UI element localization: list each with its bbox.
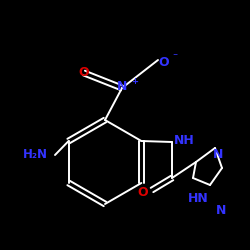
Text: H₂N: H₂N	[23, 148, 48, 162]
Text: O: O	[138, 186, 148, 198]
Text: N: N	[117, 80, 127, 94]
Text: ⁻: ⁻	[172, 52, 177, 62]
Text: N: N	[213, 148, 224, 162]
Text: O: O	[79, 66, 89, 78]
Text: HN: HN	[188, 192, 209, 204]
Text: N: N	[216, 204, 226, 216]
Text: +: +	[131, 76, 138, 86]
Text: O: O	[158, 56, 168, 68]
Text: NH: NH	[174, 134, 195, 146]
